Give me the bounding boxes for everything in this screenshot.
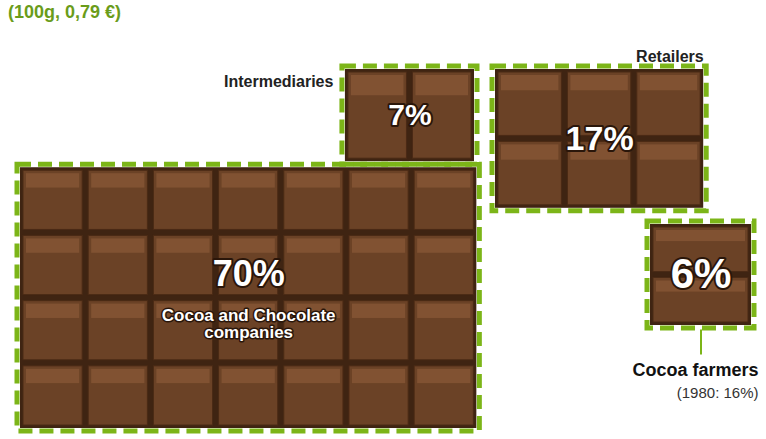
svg-text:Cocoa and Chocolatecompanies: Cocoa and Chocolatecompanies [162, 306, 336, 342]
svg-text:6%: 6% [671, 250, 732, 297]
svg-text:7%: 7% [388, 98, 431, 131]
svg-text:Cocoa farmers: Cocoa farmers [632, 360, 758, 380]
svg-text:17%: 17% [566, 119, 634, 157]
svg-text:(1980: 16%): (1980: 16%) [677, 384, 759, 401]
html-text:(100g, 0,79 €): (100g, 0,79 €) [8, 2, 122, 22]
svg-text:70%: 70% [213, 253, 285, 294]
svg-text:Intermediaries: Intermediaries [224, 73, 333, 90]
svg-text:Retailers: Retailers [636, 48, 704, 65]
